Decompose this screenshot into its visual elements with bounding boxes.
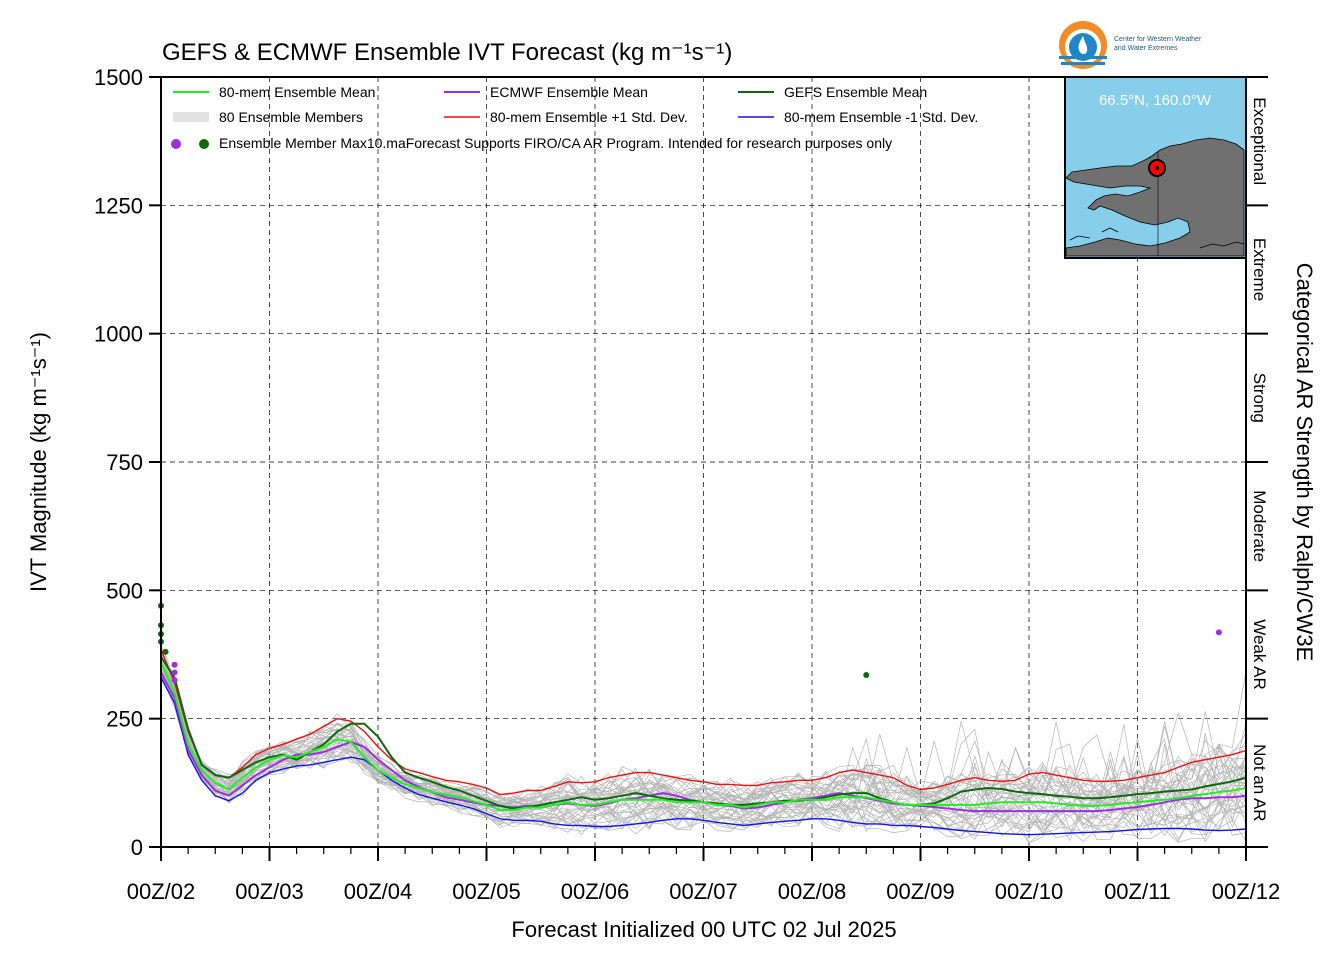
category-axis: Not an AR Weak AR Moderate Strong Extreme Exc… [1246,76,1269,848]
max-marker-dot [162,648,169,655]
legend-label-ens-mean: 80-mem Ensemble Mean [219,84,375,100]
y-tick-label: 0 [131,835,143,860]
max-marker-dot [863,672,870,679]
max-marker-dot [171,677,178,684]
chart-series [160,649,1247,836]
x-tick-label: 00Z/03 [235,879,304,904]
ensemble-member-line [160,655,1247,803]
inset-location-label: 66.5°N, 160.0°W [1099,92,1212,109]
category-label: Moderate [1250,490,1269,562]
logo-line1: Center for Western Weather [1114,36,1202,43]
ensemble-member-line [160,677,1247,836]
category-label: Weak AR [1250,619,1269,690]
legend-label-plus-std: 80-mem Ensemble +1 Std. Dev. [490,109,688,125]
legend-dot-ecmwf [171,139,181,149]
series-line-0 [160,661,1247,811]
legend-label-minus-std: 80-mem Ensemble -1 Std. Dev. [784,109,978,125]
ensemble-member-line [160,668,1247,837]
x-tick-label: 00Z/05 [452,879,521,904]
ensemble-member-line [160,646,1247,809]
ensemble-member-line [160,670,1247,819]
category-label: Extreme [1250,238,1269,301]
max-marker-dot [171,669,178,676]
x-axis-label: Forecast Initialized 00 UTC 02 Jul 2025 [511,917,896,942]
cw3e-logo: Center for Western Weather and Water Ext… [1059,21,1202,69]
chart-legend: 80-mem Ensemble Mean ECMWF Ensemble Mean… [171,84,978,151]
ensemble-member-line [160,646,1247,803]
max-markers [158,602,1222,684]
inset-map: 66.5°N, 160.0°W [1064,76,1247,259]
ensemble-member-line [160,652,1247,808]
x-tick-label: 00Z/09 [886,879,955,904]
series-line-4 [160,677,1247,836]
legend-swatch-members [173,112,209,122]
y-axis-label: IVT Magnitude (kg m⁻¹s⁻¹) [26,332,51,592]
category-axis-label: Categorical AR Strength by Ralph/CW3E [1292,263,1317,662]
series-line-3 [160,649,1247,796]
x-tick-label: 00Z/04 [344,879,413,904]
x-tick-label: 00Z/08 [778,879,847,904]
chart-title: GEFS & ECMWF Ensemble IVT Forecast (kg m… [162,39,732,66]
y-tick-label: 1500 [94,65,143,90]
x-tick-label: 00Z/06 [561,879,630,904]
legend-label-max: Ensemble Member Max10.maForecast Support… [219,135,892,151]
y-tick-label: 1000 [94,322,143,347]
category-label: Exceptional [1250,97,1269,185]
inset-land [1065,137,1245,257]
x-tick-label: 00Z/11 [1104,879,1171,904]
max-marker-dot [171,661,178,668]
y-tick-label: 250 [106,707,143,732]
ensemble-member-line [160,670,1247,842]
legend-max-text: Ensemble Member Max10.ma [219,135,406,151]
x-tick-label: 00Z/07 [669,879,738,904]
x-tick-label: 00Z/02 [127,879,196,904]
logo-line2: and Water Extremes [1114,45,1178,52]
legend-label-gefs-mean: GEFS Ensemble Mean [784,84,927,100]
footer-note: Forecast Supports FIRO/CA AR Program. In… [406,135,892,151]
category-label: Strong [1250,373,1269,423]
ensemble-member-line [160,663,1247,828]
y-tick-label: 500 [106,578,143,603]
x-axis: 00Z/02 00Z/03 00Z/04 00Z/05 00Z/06 00Z/07 00Z/… [127,847,1281,904]
category-label: Not an AR [1250,744,1269,822]
ensemble-member-line [160,665,1247,819]
ensemble-member-line [160,644,1247,803]
y-axis: 0 250 500 750 1000 1250 1500 [94,65,161,860]
max-marker-dot [1215,629,1222,636]
y-tick-label: 1250 [94,193,143,218]
legend-label-members: 80 Ensemble Members [219,109,363,125]
inset-coast-detail [1069,227,1245,249]
ensemble-member-line [160,676,1247,843]
legend-label-ecmwf-mean: ECMWF Ensemble Mean [490,84,648,100]
y-tick-label: 750 [106,450,143,475]
x-tick-label: 00Z/12 [1212,879,1281,904]
x-tick-label: 00Z/10 [995,879,1064,904]
legend-dot-gefs [199,139,209,149]
